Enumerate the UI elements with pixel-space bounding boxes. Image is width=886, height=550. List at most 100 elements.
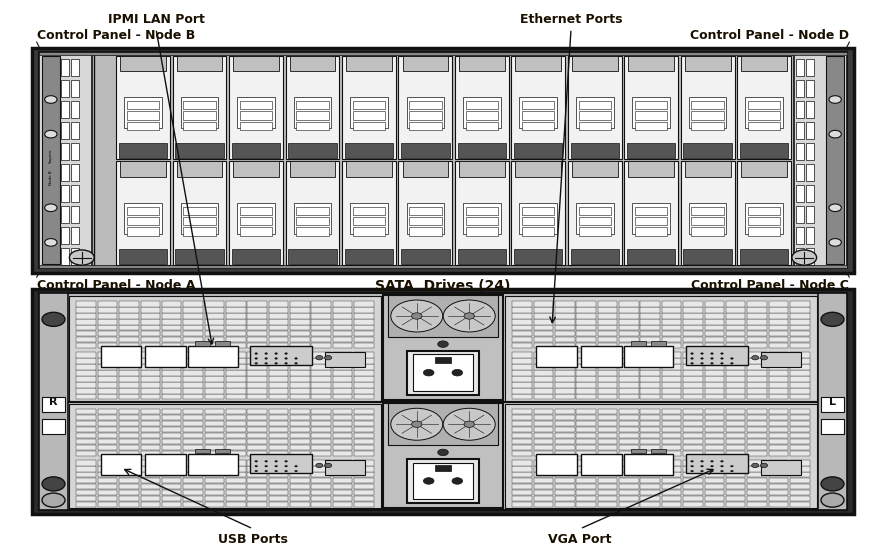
- Bar: [97, 409, 118, 414]
- Bar: [409, 217, 441, 225]
- Bar: [333, 421, 353, 426]
- Bar: [76, 388, 96, 393]
- Bar: [226, 388, 245, 393]
- Bar: [691, 227, 724, 235]
- Bar: [188, 346, 237, 367]
- Bar: [247, 502, 267, 507]
- Bar: [290, 307, 309, 312]
- Bar: [576, 97, 614, 128]
- Bar: [555, 388, 575, 393]
- Bar: [346, 56, 392, 71]
- Bar: [768, 394, 789, 399]
- Bar: [354, 409, 374, 414]
- Circle shape: [284, 465, 287, 467]
- Circle shape: [284, 362, 287, 364]
- Bar: [226, 502, 245, 507]
- Circle shape: [44, 204, 57, 212]
- Bar: [162, 307, 182, 312]
- Bar: [704, 421, 724, 426]
- Bar: [183, 445, 203, 450]
- Bar: [662, 301, 681, 307]
- Circle shape: [412, 421, 422, 427]
- Bar: [598, 409, 618, 414]
- Bar: [342, 56, 396, 159]
- Bar: [619, 445, 639, 450]
- Bar: [183, 427, 203, 432]
- Circle shape: [265, 465, 268, 467]
- Bar: [97, 388, 118, 393]
- Bar: [512, 484, 532, 490]
- Bar: [97, 421, 118, 426]
- Bar: [685, 56, 730, 71]
- Bar: [641, 313, 660, 318]
- Bar: [268, 307, 288, 312]
- Bar: [141, 307, 160, 312]
- Bar: [205, 484, 224, 490]
- Bar: [579, 207, 610, 215]
- Bar: [141, 409, 160, 414]
- Bar: [324, 460, 365, 475]
- Bar: [598, 496, 618, 501]
- Bar: [311, 433, 331, 438]
- Bar: [354, 343, 374, 348]
- Bar: [533, 343, 553, 348]
- Bar: [290, 337, 309, 342]
- Bar: [268, 353, 288, 358]
- Bar: [311, 364, 331, 370]
- Bar: [688, 202, 727, 234]
- Bar: [555, 472, 575, 477]
- Bar: [704, 370, 724, 376]
- Bar: [100, 346, 141, 367]
- Bar: [683, 450, 703, 456]
- Bar: [522, 112, 555, 120]
- Bar: [519, 202, 557, 234]
- Bar: [120, 427, 139, 432]
- Bar: [577, 445, 596, 450]
- Bar: [522, 227, 555, 235]
- Bar: [683, 376, 703, 382]
- Bar: [162, 319, 182, 324]
- Bar: [354, 484, 374, 490]
- Bar: [183, 433, 203, 438]
- Bar: [747, 409, 766, 414]
- Bar: [183, 227, 215, 235]
- Circle shape: [731, 470, 734, 472]
- Bar: [704, 353, 724, 358]
- Bar: [183, 122, 215, 130]
- Bar: [127, 207, 159, 215]
- Bar: [641, 409, 660, 414]
- Circle shape: [829, 96, 842, 103]
- Bar: [205, 313, 224, 318]
- Bar: [311, 439, 331, 444]
- Bar: [353, 217, 385, 225]
- Bar: [455, 56, 509, 159]
- Bar: [768, 439, 789, 444]
- Bar: [226, 337, 245, 342]
- Circle shape: [275, 353, 277, 354]
- Bar: [747, 421, 766, 426]
- Bar: [61, 59, 69, 76]
- Bar: [97, 502, 118, 507]
- Bar: [311, 445, 331, 450]
- Bar: [555, 409, 575, 414]
- Bar: [662, 343, 681, 348]
- Circle shape: [701, 353, 703, 354]
- Bar: [183, 502, 203, 507]
- Bar: [625, 56, 678, 159]
- Bar: [704, 331, 724, 337]
- Circle shape: [720, 460, 723, 462]
- Bar: [268, 433, 288, 438]
- Bar: [641, 319, 660, 324]
- Bar: [555, 433, 575, 438]
- Bar: [577, 433, 596, 438]
- Bar: [555, 484, 575, 490]
- Bar: [226, 359, 245, 364]
- Bar: [414, 354, 472, 391]
- Bar: [162, 450, 182, 456]
- Bar: [333, 484, 353, 490]
- Bar: [598, 433, 618, 438]
- Bar: [512, 359, 532, 364]
- Bar: [354, 439, 374, 444]
- Bar: [641, 472, 660, 477]
- Bar: [768, 484, 789, 490]
